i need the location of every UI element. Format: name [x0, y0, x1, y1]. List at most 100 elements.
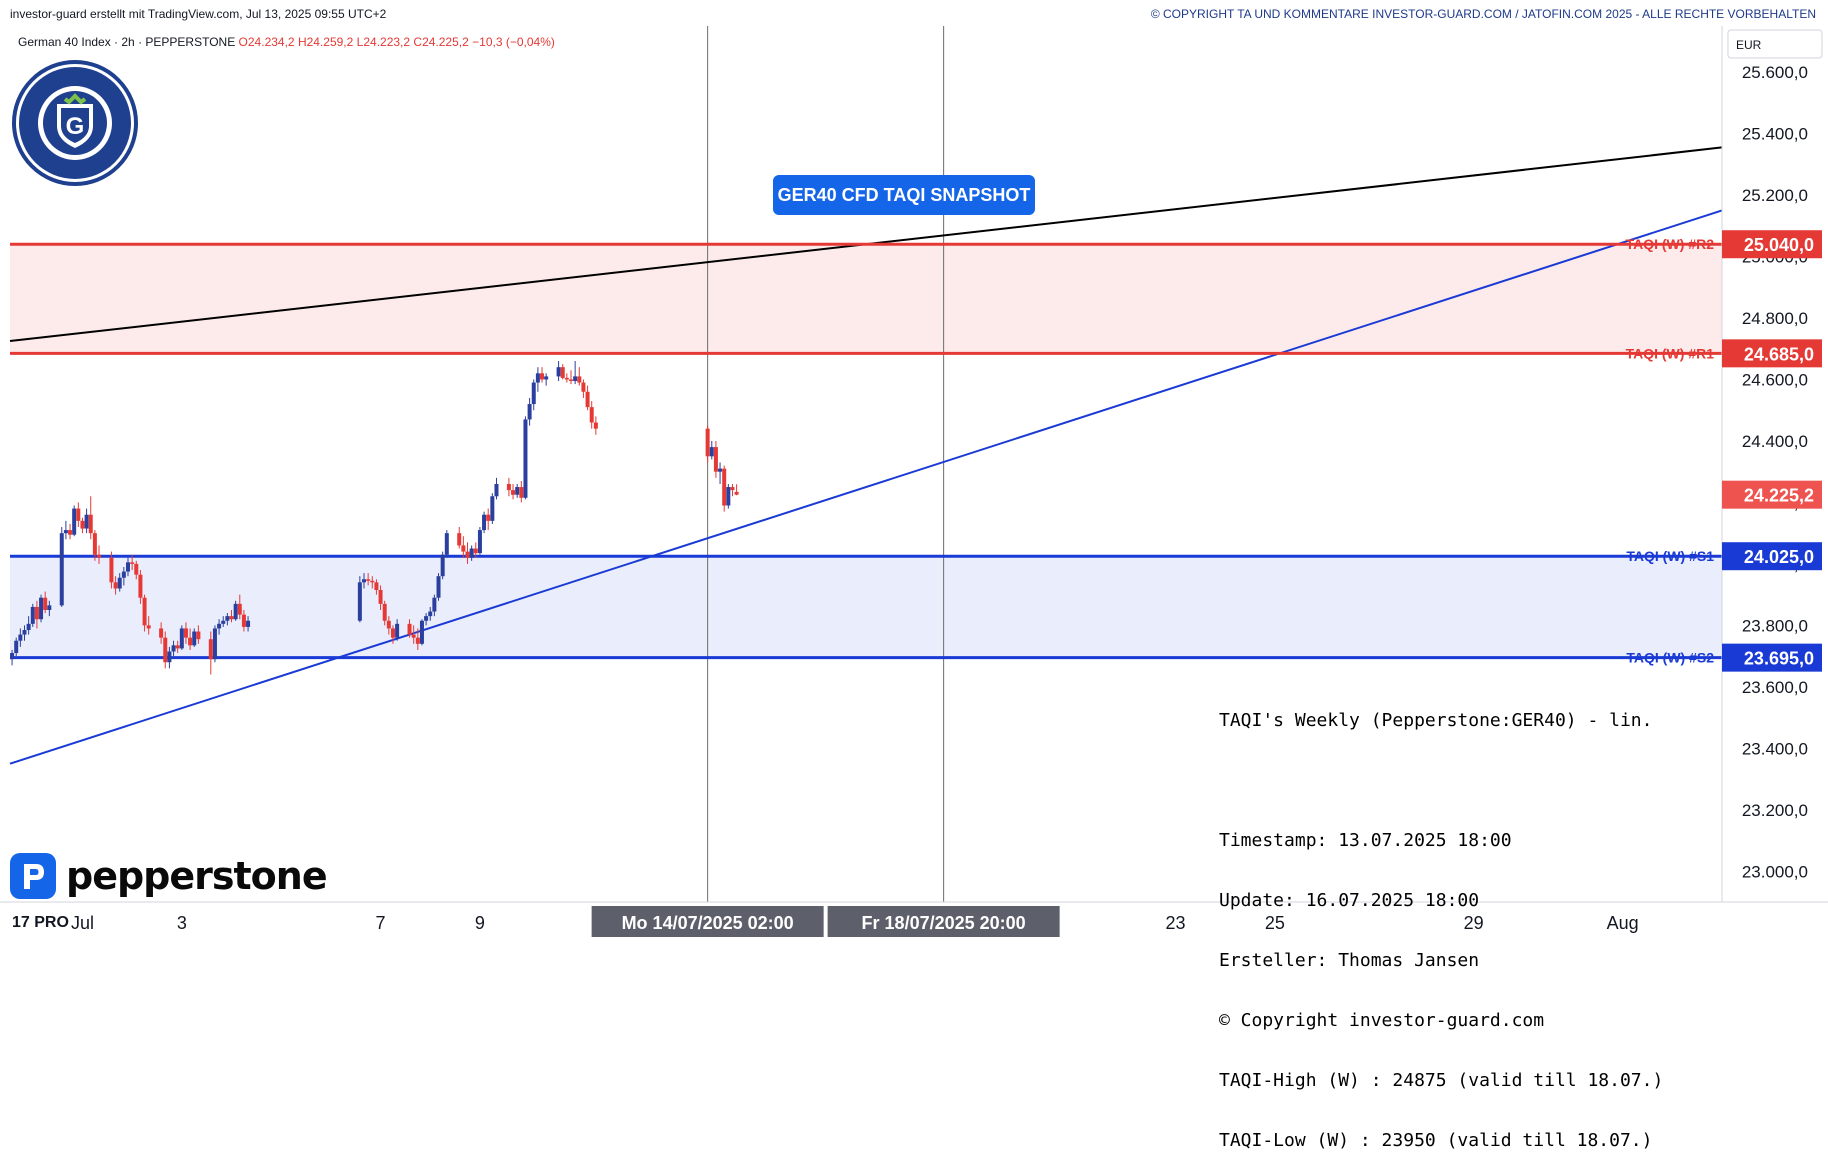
pepperstone-wordmark: pepperstone — [66, 854, 328, 898]
candle-body — [196, 631, 201, 640]
candle-body — [585, 391, 590, 408]
candle-body — [22, 629, 27, 635]
candle-body — [229, 616, 234, 620]
candle — [461, 536, 466, 558]
candle — [88, 496, 93, 540]
candle-body — [511, 490, 516, 495]
candle-body — [589, 407, 594, 423]
candle — [63, 520, 68, 540]
candle — [366, 573, 371, 586]
candle — [92, 530, 97, 561]
candle — [30, 603, 35, 627]
level-price-tag — [1722, 230, 1822, 259]
candle — [573, 361, 578, 385]
candle — [544, 373, 549, 386]
candle — [585, 385, 590, 411]
level-price-label: 24.025,0 — [1744, 547, 1814, 567]
ohlc-legend: German 40 Index · 2h · PEPPERSTONE O24.2… — [18, 35, 555, 49]
candle — [246, 616, 251, 632]
pepperstone-p-icon — [10, 853, 56, 899]
level-price-label: 24.685,0 — [1744, 344, 1814, 364]
candle — [428, 606, 433, 621]
candle-body — [14, 640, 19, 654]
candle — [208, 631, 213, 675]
candle-body — [113, 582, 118, 589]
candle — [80, 517, 85, 534]
candle-body — [556, 367, 561, 377]
price-chart[interactable]: EUR 23.000,0 23.200,0 23.400,0 23.600,0 23.80… — [0, 26, 1828, 937]
candle-body — [171, 645, 176, 652]
tradingview-logo[interactable]: 17 PRO — [12, 914, 69, 931]
info-line: TAQI-Low (W) : 23950 (valid till 18.07.) — [1219, 1130, 1653, 1151]
resistance-zone — [10, 244, 1722, 354]
candle — [361, 573, 366, 589]
level-name-label: TAQI (W) #R2 — [1626, 236, 1715, 252]
taqi-info-box: TAQI's Weekly (Pepperstone:GER40) - lin.… — [1219, 671, 1663, 1171]
candle-body — [80, 520, 85, 529]
y-tick-label: 23.800,0 — [1742, 616, 1808, 635]
candle — [569, 370, 574, 385]
candle-body — [573, 376, 578, 382]
info-line: Update: 16.07.2025 18:00 — [1219, 890, 1480, 911]
candle-body — [159, 628, 164, 638]
candle-body — [109, 557, 114, 583]
candle — [26, 616, 31, 635]
candle — [183, 622, 188, 644]
candle-body — [444, 533, 449, 555]
candle — [395, 619, 400, 641]
candle — [138, 570, 143, 604]
candle — [179, 625, 184, 650]
candle-body — [722, 468, 727, 506]
candle — [465, 542, 470, 564]
blue-trendline — [9, 209, 1723, 765]
candle — [43, 591, 48, 614]
candle-body — [527, 404, 532, 420]
candle-body — [163, 637, 168, 663]
candle-body — [440, 554, 445, 577]
svg-text:G: G — [66, 113, 85, 140]
level-price-label: 23.695,0 — [1744, 649, 1814, 669]
y-tick-label: 23.600,0 — [1742, 678, 1808, 697]
snapshot-title: GER40 CFD TAQI SNAPSHOT — [773, 175, 1035, 215]
candle — [34, 600, 39, 629]
candle-body — [734, 491, 739, 495]
candle-body — [92, 533, 97, 555]
change-value: −10,3 (−0,04%) — [472, 35, 555, 49]
candle-body — [30, 606, 35, 624]
level-name-label: TAQI (W) #R1 — [1626, 345, 1715, 361]
candle — [167, 646, 172, 669]
info-line — [1219, 771, 1663, 791]
candle-body — [593, 422, 598, 429]
candle — [436, 573, 441, 601]
candle-body — [428, 611, 433, 617]
candle — [196, 625, 201, 644]
symbol-label: German 40 Index · 2h · PEPPERSTONE — [18, 35, 236, 49]
candle-body — [519, 487, 524, 498]
compliance-badge-icon: G — [10, 58, 140, 188]
candle-body — [726, 487, 731, 506]
author-caption: investor-guard erstellt mit TradingView.… — [10, 7, 387, 21]
level-name-label: TAQI (W) #S2 — [1626, 650, 1714, 666]
level-price-label: 25.040,0 — [1744, 235, 1814, 255]
candle — [419, 619, 424, 646]
candle — [726, 483, 731, 509]
candle-body — [68, 530, 73, 535]
candle — [134, 560, 139, 580]
close-value: C24.225,2 — [413, 35, 469, 49]
candle — [440, 551, 445, 580]
candle — [473, 542, 478, 558]
candle — [225, 613, 230, 626]
x-tick-label: 9 — [475, 913, 485, 933]
candle-body — [390, 628, 395, 638]
candle-body — [39, 597, 44, 620]
candle-body — [436, 576, 441, 598]
candle — [713, 440, 718, 478]
candle — [97, 545, 102, 564]
candle-body — [121, 571, 126, 578]
candle-body — [461, 545, 466, 552]
level-price-tag — [1722, 339, 1822, 368]
candle-body — [125, 562, 130, 572]
candle-body — [465, 551, 470, 558]
candle-body — [564, 377, 569, 380]
candle — [718, 462, 723, 484]
